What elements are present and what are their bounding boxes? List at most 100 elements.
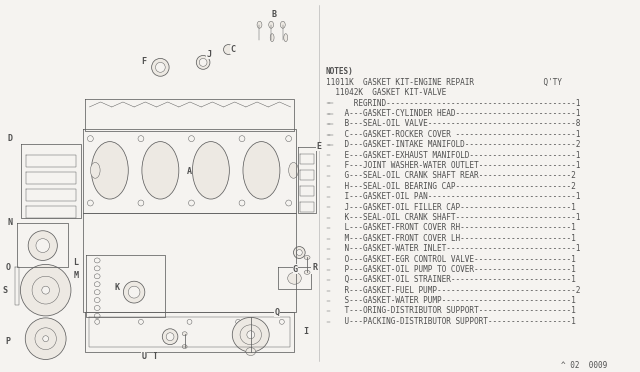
- Ellipse shape: [257, 21, 262, 28]
- Ellipse shape: [239, 200, 245, 206]
- Ellipse shape: [138, 200, 144, 206]
- Text: L---GASKET-FRONT COVER RH------------------------1: L---GASKET-FRONT COVER RH---------------…: [326, 223, 575, 232]
- Ellipse shape: [247, 331, 255, 339]
- Ellipse shape: [142, 142, 179, 199]
- Ellipse shape: [296, 250, 302, 256]
- Text: K---SEAL-OIL CRANK SHAFT--------------------------1: K---SEAL-OIL CRANK SHAFT----------------…: [326, 213, 580, 222]
- Text: D: D: [7, 134, 12, 143]
- Text: H---SEAL-OIL BEARING CAP-------------------------2: H---SEAL-OIL BEARING CAP----------------…: [326, 182, 575, 191]
- Ellipse shape: [95, 320, 100, 324]
- Text: J---GASKET-OIL FILLER CAP------------------------1: J---GASKET-OIL FILLER CAP---------------…: [326, 202, 575, 212]
- Ellipse shape: [94, 258, 100, 263]
- Ellipse shape: [246, 347, 255, 356]
- Ellipse shape: [289, 163, 298, 178]
- Text: E: E: [316, 142, 321, 151]
- Text: N: N: [7, 218, 12, 227]
- Ellipse shape: [232, 317, 269, 352]
- Text: M---GASKET-FRONT COVER LH------------------------1: M---GASKET-FRONT COVER LH---------------…: [326, 234, 575, 243]
- Text: C: C: [231, 45, 236, 54]
- Ellipse shape: [152, 58, 169, 76]
- Text: ^ 02  0009: ^ 02 0009: [561, 362, 607, 371]
- Text: B: B: [271, 10, 276, 19]
- Text: T: T: [153, 352, 158, 361]
- Text: B---SEAL-OIL VALVE--------------------------------8: B---SEAL-OIL VALVE----------------------…: [326, 119, 580, 128]
- Ellipse shape: [138, 320, 143, 324]
- Text: Q---GASKET-OIL STRAINER--------------------------1: Q---GASKET-OIL STRAINER-----------------…: [326, 275, 575, 284]
- Text: S---GASKET-WATER PUMP----------------------------1: S---GASKET-WATER PUMP-------------------…: [326, 296, 575, 305]
- Ellipse shape: [196, 55, 210, 69]
- Text: H: H: [312, 265, 316, 274]
- Text: S: S: [3, 286, 7, 295]
- Ellipse shape: [304, 270, 310, 274]
- Ellipse shape: [189, 200, 195, 206]
- Text: NOTES): NOTES): [326, 67, 353, 76]
- Text: C---GASKET-ROCKER COVER --------------------------1: C---GASKET-ROCKER COVER ----------------…: [326, 130, 580, 139]
- Ellipse shape: [285, 136, 292, 142]
- Ellipse shape: [182, 344, 187, 349]
- Text: REGRIND-----------------------------------------1: REGRIND---------------------------------…: [326, 99, 580, 108]
- Ellipse shape: [138, 136, 144, 142]
- Text: U: U: [141, 352, 147, 361]
- Ellipse shape: [35, 328, 56, 350]
- Ellipse shape: [189, 136, 195, 142]
- Ellipse shape: [163, 329, 178, 344]
- Text: Q: Q: [275, 307, 280, 317]
- Ellipse shape: [193, 142, 229, 199]
- Ellipse shape: [166, 333, 174, 341]
- Ellipse shape: [25, 318, 66, 359]
- Text: F: F: [141, 57, 147, 66]
- Ellipse shape: [94, 282, 100, 287]
- Ellipse shape: [92, 142, 128, 199]
- Ellipse shape: [88, 136, 93, 142]
- Text: A: A: [187, 167, 192, 176]
- Ellipse shape: [42, 286, 49, 294]
- Text: R---GASKET-FUEL PUMP------------------------------2: R---GASKET-FUEL PUMP--------------------…: [326, 286, 580, 295]
- Ellipse shape: [199, 58, 207, 66]
- Ellipse shape: [124, 281, 145, 303]
- Text: 11042K  GASKET KIT-VALVE: 11042K GASKET KIT-VALVE: [326, 88, 446, 97]
- Text: U---PACKING-DISTRIBUTOR SUPPORT------------------1: U---PACKING-DISTRIBUTOR SUPPORT---------…: [326, 317, 575, 326]
- Ellipse shape: [280, 21, 285, 28]
- Ellipse shape: [94, 298, 100, 302]
- Ellipse shape: [223, 45, 233, 54]
- Ellipse shape: [243, 142, 280, 199]
- Text: A---GASKET-CYLINDER HEAD--------------------------1: A---GASKET-CYLINDER HEAD----------------…: [326, 109, 580, 118]
- Ellipse shape: [94, 266, 100, 271]
- Ellipse shape: [284, 34, 287, 42]
- Ellipse shape: [287, 272, 301, 284]
- Text: P: P: [5, 337, 10, 346]
- Ellipse shape: [280, 320, 284, 324]
- Ellipse shape: [94, 274, 100, 279]
- Ellipse shape: [269, 21, 273, 28]
- Text: I: I: [303, 327, 308, 336]
- Text: O: O: [5, 263, 10, 272]
- Ellipse shape: [90, 163, 100, 178]
- Ellipse shape: [94, 305, 100, 311]
- Ellipse shape: [270, 34, 274, 42]
- Ellipse shape: [36, 239, 49, 253]
- Text: 11011K  GASKET KIT-ENGINE REPAIR               Q'TY: 11011K GASKET KIT-ENGINE REPAIR Q'TY: [326, 78, 561, 87]
- Ellipse shape: [20, 264, 71, 316]
- Ellipse shape: [88, 200, 93, 206]
- Text: N---GASKET-WATER INLET----------------------------1: N---GASKET-WATER INLET------------------…: [326, 244, 580, 253]
- Ellipse shape: [32, 276, 60, 304]
- Text: M: M: [74, 271, 78, 280]
- Text: D---GASKET-INTAKE MANIFOLD------------------------2: D---GASKET-INTAKE MANIFOLD--------------…: [326, 140, 580, 149]
- Text: T---ORING-DISTRIBUTOR SUPPORT--------------------1: T---ORING-DISTRIBUTOR SUPPORT-----------…: [326, 307, 575, 315]
- Text: P---GASKET-OIL PUMP TO COVER---------------------1: P---GASKET-OIL PUMP TO COVER------------…: [326, 265, 575, 274]
- Text: J: J: [207, 50, 211, 59]
- Text: G---SEAL-OIL CRANK SHAFT REAR--------------------2: G---SEAL-OIL CRANK SHAFT REAR-----------…: [326, 171, 575, 180]
- Ellipse shape: [304, 256, 310, 259]
- Text: L: L: [74, 258, 78, 267]
- Ellipse shape: [182, 332, 187, 336]
- Ellipse shape: [239, 136, 245, 142]
- Ellipse shape: [94, 314, 100, 318]
- Text: F---JOINT WASHER-WATER OUTLET---------------------1: F---JOINT WASHER-WATER OUTLET-----------…: [326, 161, 580, 170]
- Ellipse shape: [285, 200, 292, 206]
- Ellipse shape: [294, 247, 305, 259]
- Text: I---GASKET-OIL PAN--------------------------------1: I---GASKET-OIL PAN----------------------…: [326, 192, 580, 201]
- Text: R: R: [312, 263, 317, 272]
- Ellipse shape: [94, 290, 100, 295]
- Ellipse shape: [28, 231, 58, 260]
- Ellipse shape: [236, 320, 241, 324]
